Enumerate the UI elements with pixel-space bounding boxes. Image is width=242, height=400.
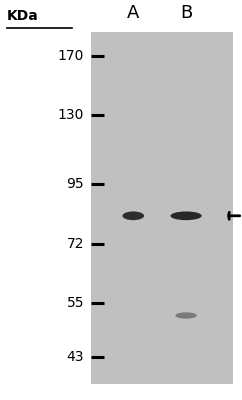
Text: 95: 95 bbox=[66, 176, 84, 190]
Ellipse shape bbox=[170, 212, 202, 220]
Ellipse shape bbox=[122, 212, 144, 220]
Text: 43: 43 bbox=[67, 350, 84, 364]
Text: KDa: KDa bbox=[7, 9, 39, 23]
Text: B: B bbox=[180, 4, 192, 22]
FancyBboxPatch shape bbox=[91, 32, 233, 384]
Text: 55: 55 bbox=[67, 296, 84, 310]
Text: 130: 130 bbox=[58, 108, 84, 122]
Text: A: A bbox=[127, 4, 139, 22]
Text: 72: 72 bbox=[67, 237, 84, 251]
Text: 170: 170 bbox=[58, 49, 84, 63]
Ellipse shape bbox=[175, 312, 197, 319]
